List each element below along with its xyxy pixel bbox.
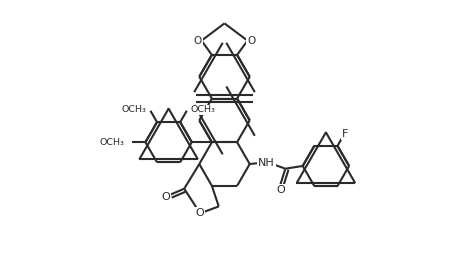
Text: O: O: [194, 36, 202, 47]
Text: OCH₃: OCH₃: [191, 105, 216, 114]
Text: O: O: [161, 192, 170, 202]
Text: O: O: [247, 36, 255, 47]
Text: OCH₃: OCH₃: [122, 105, 146, 114]
Text: NH: NH: [258, 158, 275, 168]
Text: OCH₃: OCH₃: [100, 138, 124, 147]
Text: O: O: [195, 208, 204, 218]
Text: F: F: [342, 129, 348, 139]
Text: O: O: [276, 184, 285, 195]
